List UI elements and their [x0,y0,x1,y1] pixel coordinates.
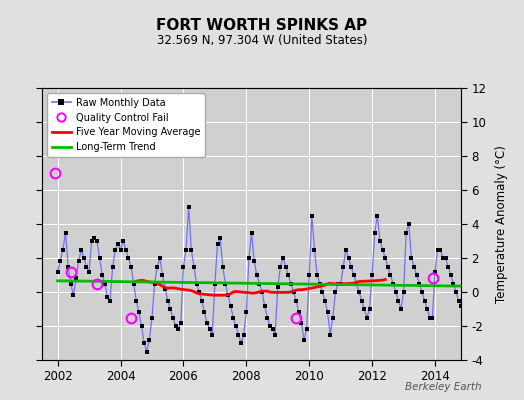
Y-axis label: Temperature Anomaly (°C): Temperature Anomaly (°C) [495,145,508,303]
Legend: Raw Monthly Data, Quality Control Fail, Five Year Moving Average, Long-Term Tren: Raw Monthly Data, Quality Control Fail, … [47,93,205,157]
Text: 32.569 N, 97.304 W (United States): 32.569 N, 97.304 W (United States) [157,34,367,47]
Text: FORT WORTH SPINKS AP: FORT WORTH SPINKS AP [157,18,367,33]
Text: Berkeley Earth: Berkeley Earth [406,382,482,392]
